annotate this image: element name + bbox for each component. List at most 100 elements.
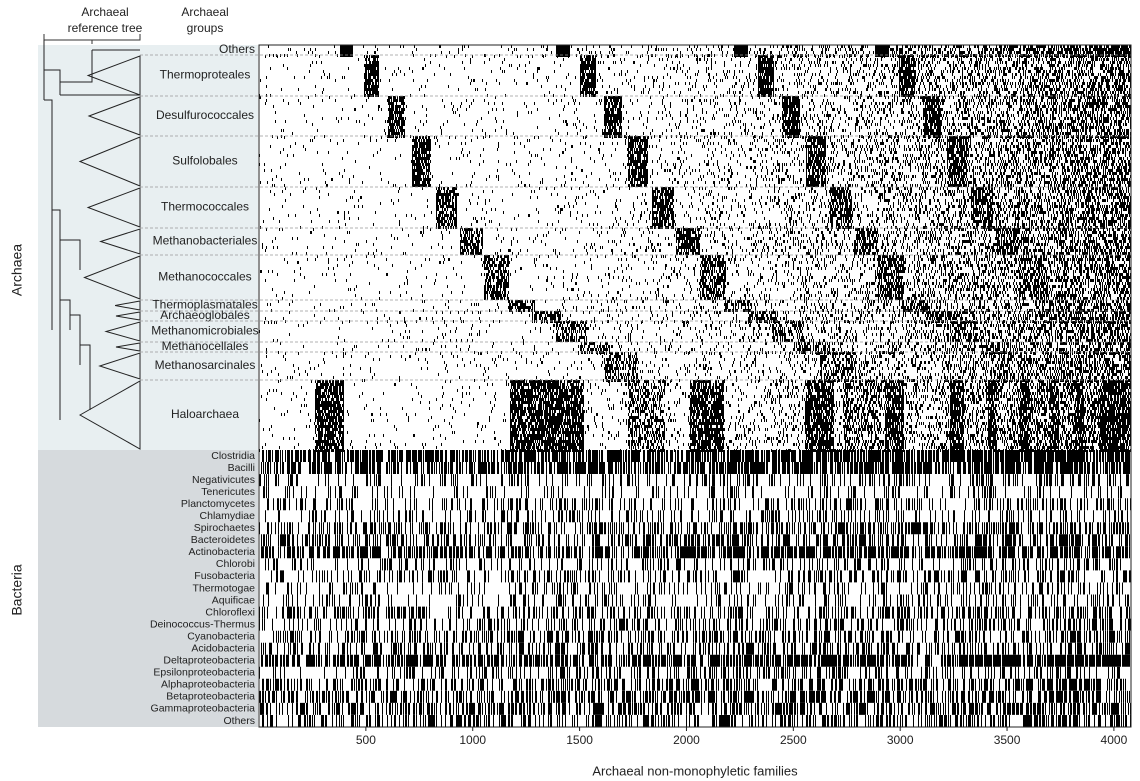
tree-clade [115,342,141,352]
tree-clade [78,380,141,450]
header-bracket [43,34,141,44]
bacteria-group-label: Deltaproteobacteria [163,655,255,667]
domain-label: Bacteria [9,564,25,616]
archaea-texture [260,187,1131,229]
bacteria-texture [262,715,1131,727]
x-tick-label: 4000 [1101,733,1128,747]
bacteria-group-label: Alphaproteobacteria [161,679,255,691]
bacteria-texture [259,666,1120,679]
tree-clade [83,255,141,300]
bacteria-texture [266,582,1123,595]
x-axis-label: Archaeal non-monophyletic families [592,763,798,778]
bacteria-group-label: Spirochaetes [194,522,255,534]
bacteria-group-label: Fusobacteria [194,570,255,582]
bacteria-group-label: Gammaproteobacteria [151,703,256,715]
bacteria-group-label: Bacteroidetes [191,534,255,546]
archaea-group-label: Methanosarcinales [155,358,256,372]
bacteria-group-label: Bacilli [228,462,255,474]
bacteria-group-label: Actinobacteria [188,546,255,558]
bacteria-texture [259,618,1131,631]
archaea-texture [262,228,1131,255]
x-tick-label: 1500 [566,733,593,747]
bacteria-texture [263,486,1122,499]
tree-clade [115,311,141,321]
x-tick-label: 3500 [994,733,1021,747]
tree-clade [78,136,141,187]
bacteria-texture [261,654,1130,667]
bacteria-group-label: Epsilonproteobacteria [153,667,255,679]
bacteria-texture [261,642,1130,655]
bacteria-group-label: Planctomycetes [181,498,255,510]
bacteria-band [38,450,258,727]
tree-clade [86,55,141,96]
x-tick-label: 2500 [780,733,807,747]
bacteria-texture [259,474,1129,487]
bacteria-group-label: Negativicutes [192,474,255,486]
bacteria-texture [262,678,1126,691]
tree-clade [115,300,141,311]
archaea-texture [259,136,1131,187]
x-tick-label: 1000 [459,733,486,747]
bacteria-group-label: Chloroflexi [205,606,255,618]
archaea-texture [259,321,1131,342]
bacteria-group-label: Cyanobacteria [187,630,255,642]
archaea-group-label: Sulfolobales [172,154,237,168]
bacteria-texture [259,606,1130,619]
bacteria-texture [259,522,1129,535]
archaea-group-label: Others [219,42,255,56]
archaea-group-label: Methanomicrobiales [151,324,258,338]
archaea-band [38,45,258,450]
bacteria-texture [265,510,1128,523]
bacteria-texture [259,690,1130,703]
archaea-texture [265,311,1131,323]
archaea-texture [261,352,1131,382]
archaea-group-label: Methanocellales [162,339,249,353]
bacteria-group-label: Chlamydiae [200,510,256,522]
archaea-group-label: Archaeoglobales [160,308,249,322]
tree-clade [98,352,141,380]
bacteria-texture [261,546,1130,559]
tree-clade [87,96,141,136]
archaea-texture [259,55,1131,97]
archaea-texture [260,255,1131,300]
bacteria-group-label: Chlorobi [216,558,255,570]
bacteria-group-label: Clostridia [211,450,255,462]
x-tick-label: 3000 [887,733,914,747]
bacteria-texture [273,630,1130,643]
bacteria-texture [262,450,1130,462]
tree-clade [86,187,141,228]
plot-frame [258,44,1132,728]
header-tree-line: Archaeal [81,5,128,19]
tree-clade [99,228,141,255]
bacteria-texture [267,498,1131,511]
header-groups-line: groups [187,21,224,35]
archaea-group-label: Thermococcales [161,200,249,214]
archaea-group-label: Thermoplasmatales [152,298,257,312]
header-groups-line: Archaeal [181,5,228,19]
bacteria-texture [261,462,1130,474]
archaea-texture [259,380,1131,452]
bacteria-texture [271,570,1131,583]
bacteria-group-label: Acidobacteria [191,642,255,654]
archaea-texture [267,300,1131,312]
bacteria-group-label: Others [223,715,255,727]
tree-clade [104,321,141,342]
archaea-texture [259,96,1131,138]
bacteria-texture [265,558,1121,571]
archaea-group-label: Haloarchaea [171,407,239,421]
x-tick-label: 2000 [673,733,700,747]
archaea-group-label: Methanococcales [158,270,251,284]
bacteria-texture [263,594,1129,607]
bacteria-group-label: Betaproteobacteria [166,691,255,703]
header-tree-line: reference tree [68,21,143,35]
bacteria-texture [261,534,1130,547]
bacteria-group-label: Deinococcus-Thermus [150,618,255,630]
archaea-group-label: Desulfurococcales [156,108,254,122]
bacteria-group-label: Tenericutes [201,486,255,498]
archaea-group-label: Methanobacteriales [153,234,258,248]
bacteria-group-label: Thermotogae [193,582,256,594]
x-tick-label: 500 [356,733,376,747]
domain-label: Archaea [9,244,25,296]
tree-backbone [43,40,140,420]
